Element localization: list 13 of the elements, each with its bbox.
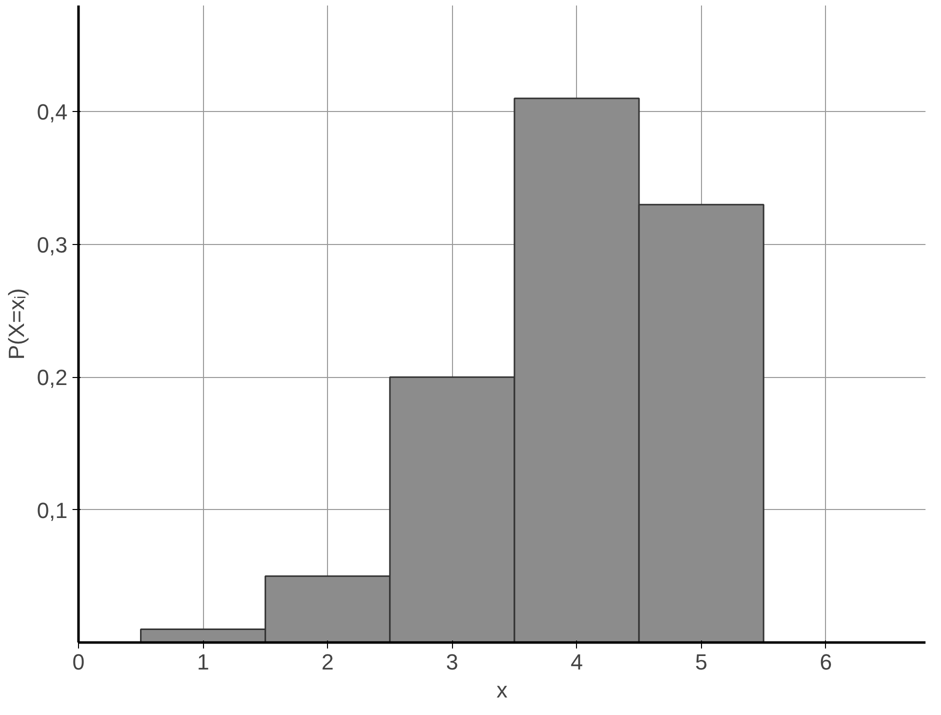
y-tick-label: 0,2: [36, 365, 68, 390]
x-tick-label: 3: [446, 650, 458, 674]
y-tick-label: 0,4: [36, 100, 68, 125]
y-tick-label: 0,1: [36, 498, 68, 523]
y-tick-label: 0,3: [36, 232, 68, 258]
x-axis-title: x: [496, 678, 508, 702]
x-tick-label: 0: [72, 650, 85, 674]
x-tick-label: 1: [196, 650, 210, 674]
x-tick-label: 2: [322, 650, 334, 674]
x-tick-label: 5: [695, 650, 708, 674]
x-tick-label: 6: [820, 650, 832, 674]
x-tick-label: 4: [570, 650, 583, 674]
y-axis-title: P(X=xᵢ): [4, 288, 29, 360]
